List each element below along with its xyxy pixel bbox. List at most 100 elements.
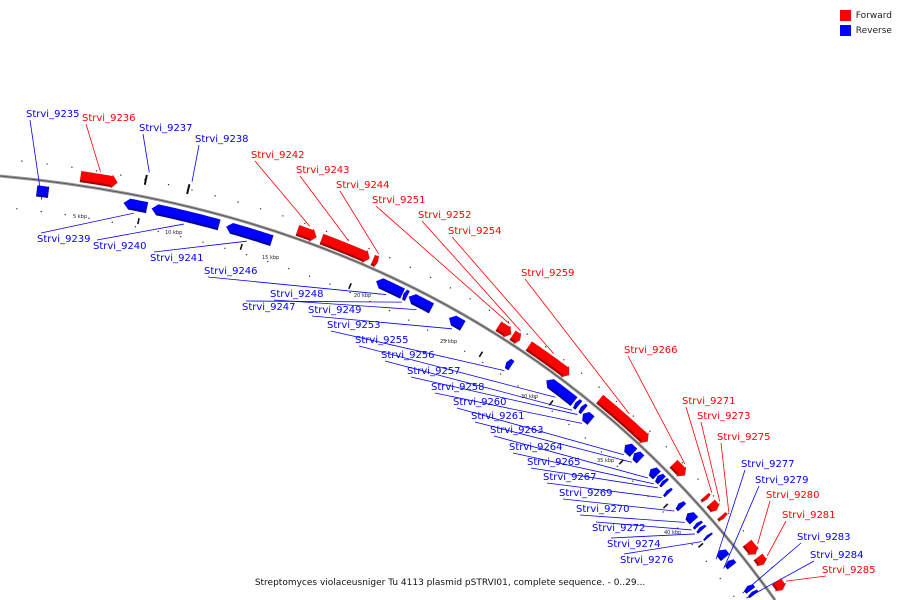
leader-lines <box>29 119 827 599</box>
tick-dot <box>580 372 583 374</box>
gene-strvi-9266 <box>669 459 687 477</box>
gene-strvi-9261 <box>632 451 645 464</box>
tick-dot <box>180 236 182 238</box>
tick-dot <box>598 386 600 388</box>
leader-line <box>720 442 730 512</box>
leader-line <box>273 299 417 310</box>
gene-label: Strvi_9271 <box>682 396 736 407</box>
tick-dot <box>16 208 18 210</box>
gene-label: Strvi_9239 <box>37 234 91 245</box>
leader-line <box>757 500 771 544</box>
tick-dot <box>426 329 429 331</box>
gene-label: Strvi_9267 <box>543 472 597 483</box>
leader-line <box>595 521 692 531</box>
gene-strvi-9248 <box>408 293 435 314</box>
kbp-label: 20 kbp <box>354 293 371 299</box>
leader-line <box>410 376 578 415</box>
gene-label: Strvi_9255 <box>355 335 409 346</box>
gene-strvi-9281 <box>753 553 768 567</box>
gene-strvi-9269 <box>675 500 687 512</box>
leader-line <box>610 533 695 539</box>
tick-dot <box>649 430 651 432</box>
gene-label: Strvi_9242 <box>251 150 305 161</box>
tick-dot <box>665 446 667 448</box>
tick-dot <box>349 291 351 294</box>
gene-strvi-9264 <box>654 473 667 485</box>
tick-dot <box>616 465 618 468</box>
kbp-tick <box>618 459 624 465</box>
tick-dot <box>488 309 491 311</box>
gene-label: Strvi_9253 <box>327 320 381 331</box>
tick-dot <box>517 385 519 387</box>
tick-dot <box>308 275 311 277</box>
tick-dot <box>368 247 370 250</box>
gene-label: Strvi_9261 <box>471 411 525 422</box>
tick-dot <box>445 339 447 342</box>
gene-label: Strvi_9257 <box>407 366 461 377</box>
gene-label: Strvi_9251 <box>372 195 426 206</box>
kbp-tick <box>662 503 669 509</box>
leader-line <box>766 520 787 557</box>
gene-label: Strvi_9274 <box>607 539 661 550</box>
gene-label: Strvi_9285 <box>822 565 876 576</box>
kbp-tick <box>548 399 554 406</box>
tick-dot <box>526 333 528 335</box>
gene-label: Strvi_9263 <box>490 425 544 436</box>
tick-dot <box>712 495 715 497</box>
tick-dot <box>662 511 664 513</box>
kbp-label: 5 kbp <box>73 214 87 220</box>
leader-line <box>685 406 713 493</box>
gene-strvi-9252 <box>509 330 522 345</box>
tick-dot <box>120 174 122 176</box>
gene-label: Strvi_9252 <box>418 210 472 221</box>
leader-line <box>493 435 649 479</box>
gene-strvi-9263 <box>648 467 662 480</box>
leader-line <box>40 212 134 234</box>
gene-strvi-9237 <box>143 174 148 185</box>
tick-dot <box>691 543 693 546</box>
gene-strvi-9275 <box>716 511 729 523</box>
kbp-tick <box>239 243 243 250</box>
leader-line <box>456 407 624 456</box>
leader-line <box>512 452 655 485</box>
tick-dot <box>304 222 306 225</box>
gene-label: Strvi_9249 <box>308 305 362 316</box>
gene-strvi-9267 <box>662 487 674 498</box>
tick-dot <box>584 437 587 439</box>
leader-line <box>579 514 685 523</box>
tick-dot <box>551 410 553 412</box>
leader-line <box>451 236 555 355</box>
tick-dot <box>534 397 537 400</box>
gene-label: Strvi_9240 <box>93 241 147 252</box>
gene-label: Strvi_9279 <box>755 475 809 486</box>
kbp-tick <box>137 218 140 225</box>
kbp-label: 40 kbp <box>664 530 681 536</box>
gene-strvi-9259 <box>595 394 649 444</box>
tick-dot <box>95 170 98 172</box>
leader-line <box>524 278 630 415</box>
kbp-ticks: 5 kbp 10 kbp 15 kbp 20 kbp 25 kbp 30 kbp 35 kb… <box>73 214 704 548</box>
gene-strvi-9240 <box>151 204 221 231</box>
gene-label: Strvi_9243 <box>296 165 350 176</box>
tick-dot <box>46 163 48 165</box>
legend: Forward Reverse <box>839 8 892 38</box>
gene-label: Strvi_9258 <box>431 382 485 393</box>
tick-dot <box>463 350 466 353</box>
tick-dot <box>632 480 634 482</box>
gene-label: Strvi_9273 <box>697 411 751 422</box>
gene-label: Strvi_9237 <box>139 123 193 134</box>
tick-dot <box>71 166 73 168</box>
gene-strvi-9236 <box>79 170 118 190</box>
tick-dots <box>16 160 773 597</box>
gene-label: Strvi_9254 <box>448 226 502 237</box>
gene-strvi-9284 <box>747 589 759 599</box>
gene-label: Strvi_9238 <box>195 134 249 145</box>
gene-label: Strvi_9269 <box>559 488 613 499</box>
gene-label: Strvi_9235 <box>26 109 80 120</box>
tick-dot <box>389 257 391 259</box>
leader-line <box>546 482 662 498</box>
tick-dot <box>237 201 239 203</box>
legend-forward: Forward <box>839 8 892 23</box>
leader-line <box>85 123 101 172</box>
tick-dot <box>224 247 226 249</box>
